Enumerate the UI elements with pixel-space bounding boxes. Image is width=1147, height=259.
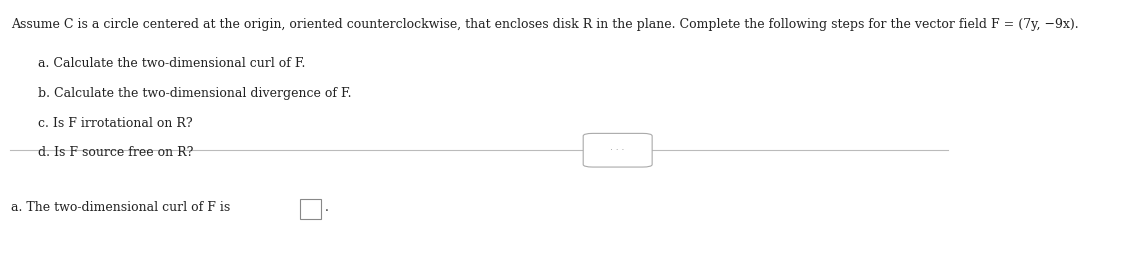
Text: a. The two-dimensional curl of F is: a. The two-dimensional curl of F is (11, 201, 231, 214)
Text: Assume C is a circle centered at the origin, oriented counterclockwise, that enc: Assume C is a circle centered at the ori… (11, 18, 1079, 31)
Text: · · ·: · · · (610, 146, 625, 155)
Text: a. Calculate the two-dimensional curl of F.: a. Calculate the two-dimensional curl of… (38, 57, 306, 70)
Text: b. Calculate the two-dimensional divergence of F.: b. Calculate the two-dimensional diverge… (38, 87, 352, 100)
Text: .: . (325, 201, 328, 214)
FancyBboxPatch shape (583, 133, 653, 167)
Text: d. Is F source free on R?: d. Is F source free on R? (38, 146, 194, 159)
Text: c. Is F irrotational on R?: c. Is F irrotational on R? (38, 117, 193, 130)
FancyBboxPatch shape (299, 199, 321, 219)
